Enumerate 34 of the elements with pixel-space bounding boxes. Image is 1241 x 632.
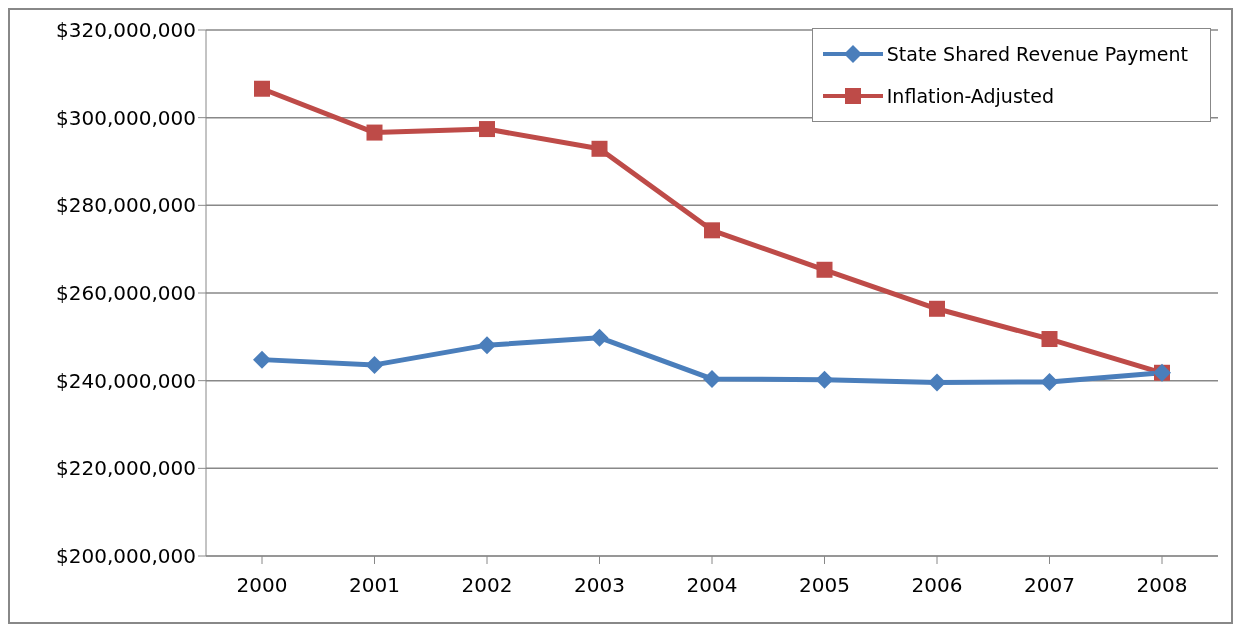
point [478, 336, 496, 355]
legend-label: Inflation-Adjusted [886, 85, 1054, 107]
x-tick-label: 2006 [911, 573, 963, 598]
y-tick-label: $260,000,000 [56, 281, 196, 306]
point [704, 222, 720, 239]
x-tick-label: 2000 [236, 573, 288, 598]
legend-label: State Shared Revenue Payment [886, 43, 1188, 65]
x-tick-label: 2008 [1136, 573, 1188, 598]
point [254, 80, 270, 97]
x-tick-label: 2004 [686, 573, 738, 598]
y-tick-label: $280,000,000 [56, 193, 196, 218]
y-tick-label: $220,000,000 [56, 456, 196, 481]
point [816, 261, 833, 278]
point [703, 369, 721, 388]
point [1041, 331, 1058, 348]
point [928, 373, 946, 392]
x-tick-label: 2003 [574, 573, 625, 598]
point [365, 355, 384, 374]
y-tick-label: $320,000,000 [56, 18, 196, 43]
point [253, 350, 271, 369]
point [479, 121, 495, 138]
y-tick-label: $240,000,000 [56, 368, 196, 393]
point [366, 124, 383, 141]
y-tick-label: $300,000,000 [56, 105, 196, 130]
point [591, 140, 608, 157]
x-tick-label: 2002 [461, 573, 513, 598]
x-tick-label: 2007 [1024, 573, 1075, 598]
point [815, 370, 834, 389]
y-tick-label: $200,000,000 [56, 544, 196, 569]
point [1040, 372, 1059, 391]
point [590, 328, 609, 347]
x-tick-label: 2001 [349, 573, 400, 598]
point [929, 300, 945, 317]
x-tick-label: 2005 [799, 573, 850, 598]
